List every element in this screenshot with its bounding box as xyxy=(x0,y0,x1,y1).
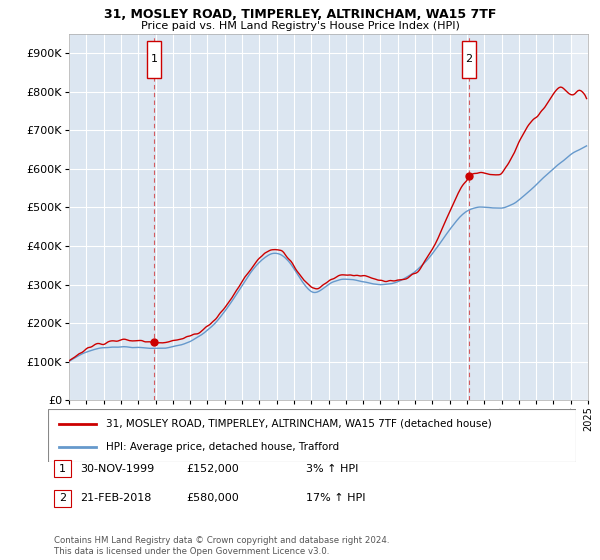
Text: 3% ↑ HPI: 3% ↑ HPI xyxy=(306,464,358,474)
Text: 21-FEB-2018: 21-FEB-2018 xyxy=(80,493,151,503)
Text: 31, MOSLEY ROAD, TIMPERLEY, ALTRINCHAM, WA15 7TF: 31, MOSLEY ROAD, TIMPERLEY, ALTRINCHAM, … xyxy=(104,8,496,21)
Bar xyxy=(571,34,588,400)
Text: Contains HM Land Registry data © Crown copyright and database right 2024.
This d: Contains HM Land Registry data © Crown c… xyxy=(54,536,389,556)
FancyBboxPatch shape xyxy=(48,409,576,462)
Text: 1: 1 xyxy=(59,464,66,474)
Bar xyxy=(571,34,588,400)
Text: 17% ↑ HPI: 17% ↑ HPI xyxy=(306,493,365,503)
Text: 31, MOSLEY ROAD, TIMPERLEY, ALTRINCHAM, WA15 7TF (detached house): 31, MOSLEY ROAD, TIMPERLEY, ALTRINCHAM, … xyxy=(106,419,492,429)
FancyBboxPatch shape xyxy=(147,41,161,78)
FancyBboxPatch shape xyxy=(54,460,71,477)
Text: £152,000: £152,000 xyxy=(186,464,239,474)
Text: 1: 1 xyxy=(151,54,158,64)
FancyBboxPatch shape xyxy=(54,490,71,507)
Text: 30-NOV-1999: 30-NOV-1999 xyxy=(80,464,154,474)
Text: HPI: Average price, detached house, Trafford: HPI: Average price, detached house, Traf… xyxy=(106,442,339,452)
FancyBboxPatch shape xyxy=(462,41,476,78)
Text: Price paid vs. HM Land Registry's House Price Index (HPI): Price paid vs. HM Land Registry's House … xyxy=(140,21,460,31)
Text: 2: 2 xyxy=(466,54,473,64)
Text: £580,000: £580,000 xyxy=(186,493,239,503)
Text: 2: 2 xyxy=(59,493,66,503)
